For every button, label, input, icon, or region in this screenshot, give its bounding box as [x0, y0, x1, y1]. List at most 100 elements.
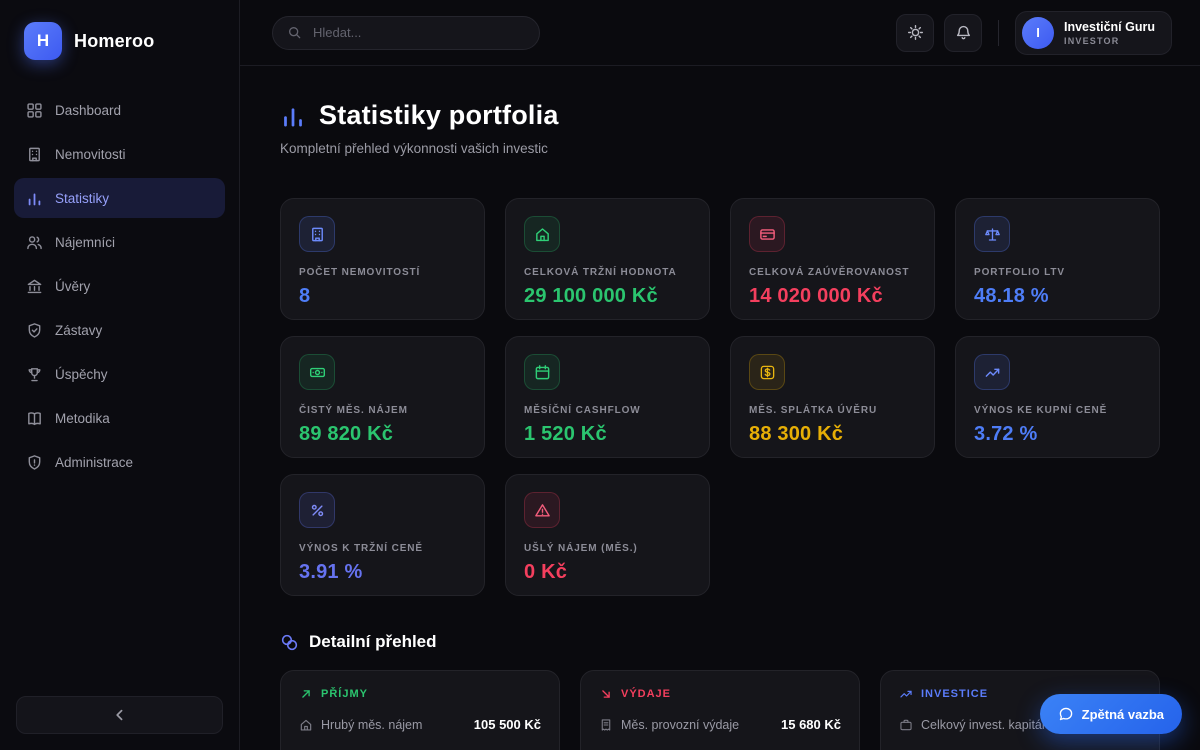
stat-value: 0 Kč	[524, 561, 568, 583]
feedback-button[interactable]: Zpětná vazba	[1039, 694, 1182, 734]
sidebar-item-najemnici[interactable]: Nájemníci	[14, 222, 225, 262]
stat-icon-tile	[299, 354, 335, 390]
book-icon	[26, 410, 43, 427]
sidebar-item-label: Nájemníci	[55, 234, 116, 250]
stat-label: ČISTÝ MĚS. NÁJEM	[299, 405, 408, 416]
detail-grid: PŘÍJMY Hrubý měs. nájem 105 500 Kč VÝDAJ…	[280, 670, 1160, 750]
scale-icon	[984, 226, 1001, 243]
logo-badge: H	[24, 22, 62, 60]
stat-card-usly-najem: UŠLÝ NÁJEM (MĚS.) 0 Kč	[505, 474, 710, 596]
stat-value: 88 300 Kč	[749, 423, 844, 445]
stat-card-vynos-trzni: VÝNOS K TRŽNÍ CENĚ 3.91 %	[280, 474, 485, 596]
page-subtitle: Kompletní přehled výkonnosti vašich inve…	[280, 141, 548, 156]
sidebar-item-uspechy[interactable]: Úspěchy	[14, 354, 225, 394]
stat-icon-tile	[749, 354, 785, 390]
sidebar-item-label: Úvěry	[55, 278, 91, 294]
credit-card-icon	[759, 226, 776, 243]
stat-icon-tile	[974, 354, 1010, 390]
banknote-icon	[309, 364, 326, 381]
stat-label: CELKOVÁ ZAÚVĚROVANOST	[749, 267, 910, 278]
feedback-button-label: Zpětná vazba	[1081, 706, 1164, 722]
home-icon	[299, 718, 313, 732]
sidebar-item-label: Zástavy	[55, 322, 103, 338]
sidebar-nav: Dashboard Nemovitosti Statistiky Nájemní…	[0, 76, 239, 682]
detail-section-head: Detailní přehled	[280, 632, 1160, 652]
avatar: I	[1022, 16, 1054, 49]
search-bar	[272, 15, 540, 50]
detail-row-left: Celkový invest. kapitál	[899, 718, 1045, 732]
stat-icon-tile	[299, 492, 335, 528]
detail-card-title: VÝDAJE	[621, 688, 672, 700]
sidebar-item-label: Statistiky	[55, 190, 110, 206]
trending-up-icon	[899, 687, 913, 701]
app-name: Homeroo	[74, 30, 155, 51]
chevron-left-icon	[111, 706, 129, 724]
stat-value: 89 820 Kč	[299, 423, 394, 445]
stat-card-portfolio-ltv: PORTFOLIO LTV 48.18 %	[955, 198, 1160, 320]
sidebar-item-statistiky[interactable]: Statistiky	[14, 178, 225, 218]
sidebar-item-uvery[interactable]: Úvěry	[14, 266, 225, 306]
sidebar-item-metodika[interactable]: Metodika	[14, 398, 225, 438]
user-menu[interactable]: I Investiční Guru INVESTOR	[1015, 10, 1172, 55]
main-column: I Investiční Guru INVESTOR Statistiky po…	[240, 0, 1200, 750]
topbar-divider	[998, 19, 999, 46]
stat-label: POČET NEMOVITOSTÍ	[299, 267, 421, 278]
sidebar-item-label: Dashboard	[55, 102, 122, 118]
sidebar-item-label: Administrace	[55, 454, 134, 470]
page-title: Statistiky portfolia	[319, 100, 559, 130]
stat-card-cisty-najem: ČISTÝ MĚS. NÁJEM 89 820 Kč	[280, 336, 485, 458]
user-role: INVESTOR	[1064, 35, 1120, 46]
detail-row: Měs. provozní výdaje 15 680 Kč	[599, 717, 841, 732]
detail-row-value: 105 500 Kč	[473, 717, 541, 732]
detail-row-label: Celkový invest. kapitál	[921, 717, 1045, 732]
sidebar-item-label: Úspěchy	[55, 366, 108, 382]
sidebar-item-administrace[interactable]: Administrace	[14, 442, 225, 482]
detail-row-value: 15 680 Kč	[781, 717, 841, 732]
stats-grid: POČET NEMOVITOSTÍ 8 CELKOVÁ TRŽNÍ HODNOT…	[280, 198, 1160, 596]
page-head: Statistiky portfolia	[280, 100, 1160, 131]
detail-row-left: Měs. provozní výdaje	[599, 718, 739, 732]
sidebar-item-zastavy[interactable]: Zástavy	[14, 310, 225, 350]
admin-shield-icon	[26, 454, 43, 471]
search-icon	[287, 25, 302, 40]
sidebar: H Homeroo Dashboard Nemovitosti Statisti…	[0, 0, 240, 750]
home-icon	[534, 226, 551, 243]
detail-row-label: Měs. provozní výdaje	[621, 717, 740, 732]
stat-icon-tile	[524, 354, 560, 390]
stat-label: CELKOVÁ TRŽNÍ HODNOTA	[524, 267, 677, 278]
building-icon	[26, 146, 43, 163]
theme-toggle-button[interactable]	[896, 13, 934, 52]
alert-triangle-icon	[534, 502, 551, 519]
detail-row-label: Hrubý měs. nájem	[321, 717, 423, 732]
logo: H Homeroo	[0, 0, 239, 76]
bar-chart-icon	[280, 103, 306, 129]
trophy-icon	[26, 366, 43, 383]
calendar-icon	[534, 364, 551, 381]
sidebar-item-dashboard[interactable]: Dashboard	[14, 90, 225, 130]
detail-row: Hrubý měs. nájem 105 500 Kč	[299, 717, 541, 732]
dollar-square-icon	[759, 364, 776, 381]
arrow-down-right-icon	[599, 687, 613, 701]
building-icon	[309, 226, 326, 243]
bank-icon	[26, 278, 43, 295]
stat-label: VÝNOS K TRŽNÍ CENĚ	[299, 543, 423, 554]
detail-card-title: PŘÍJMY	[321, 688, 368, 700]
theme-sun-icon	[907, 24, 924, 41]
user-meta: Investiční Guru INVESTOR	[1064, 20, 1155, 46]
detail-card-header: PŘÍJMY	[299, 687, 541, 701]
stat-value: 48.18 %	[974, 285, 1049, 307]
notifications-button[interactable]	[944, 13, 982, 52]
sidebar-collapse-button[interactable]	[16, 696, 223, 734]
stat-value: 14 020 000 Kč	[749, 285, 883, 307]
topbar-right: I Investiční Guru INVESTOR	[896, 10, 1172, 55]
detail-card-header: VÝDAJE	[599, 687, 841, 701]
stat-icon-tile	[524, 492, 560, 528]
stat-label: UŠLÝ NÁJEM (MĚS.)	[524, 543, 638, 554]
sidebar-item-label: Nemovitosti	[55, 146, 126, 162]
detail-card-prijmy: PŘÍJMY Hrubý měs. nájem 105 500 Kč	[280, 670, 560, 750]
detail-card-header: INVESTICE	[899, 687, 1141, 701]
sidebar-item-nemovitosti[interactable]: Nemovitosti	[14, 134, 225, 174]
chat-icon	[1058, 706, 1074, 722]
search-input[interactable]	[311, 24, 525, 41]
stat-value: 29 100 000 Kč	[524, 285, 658, 307]
